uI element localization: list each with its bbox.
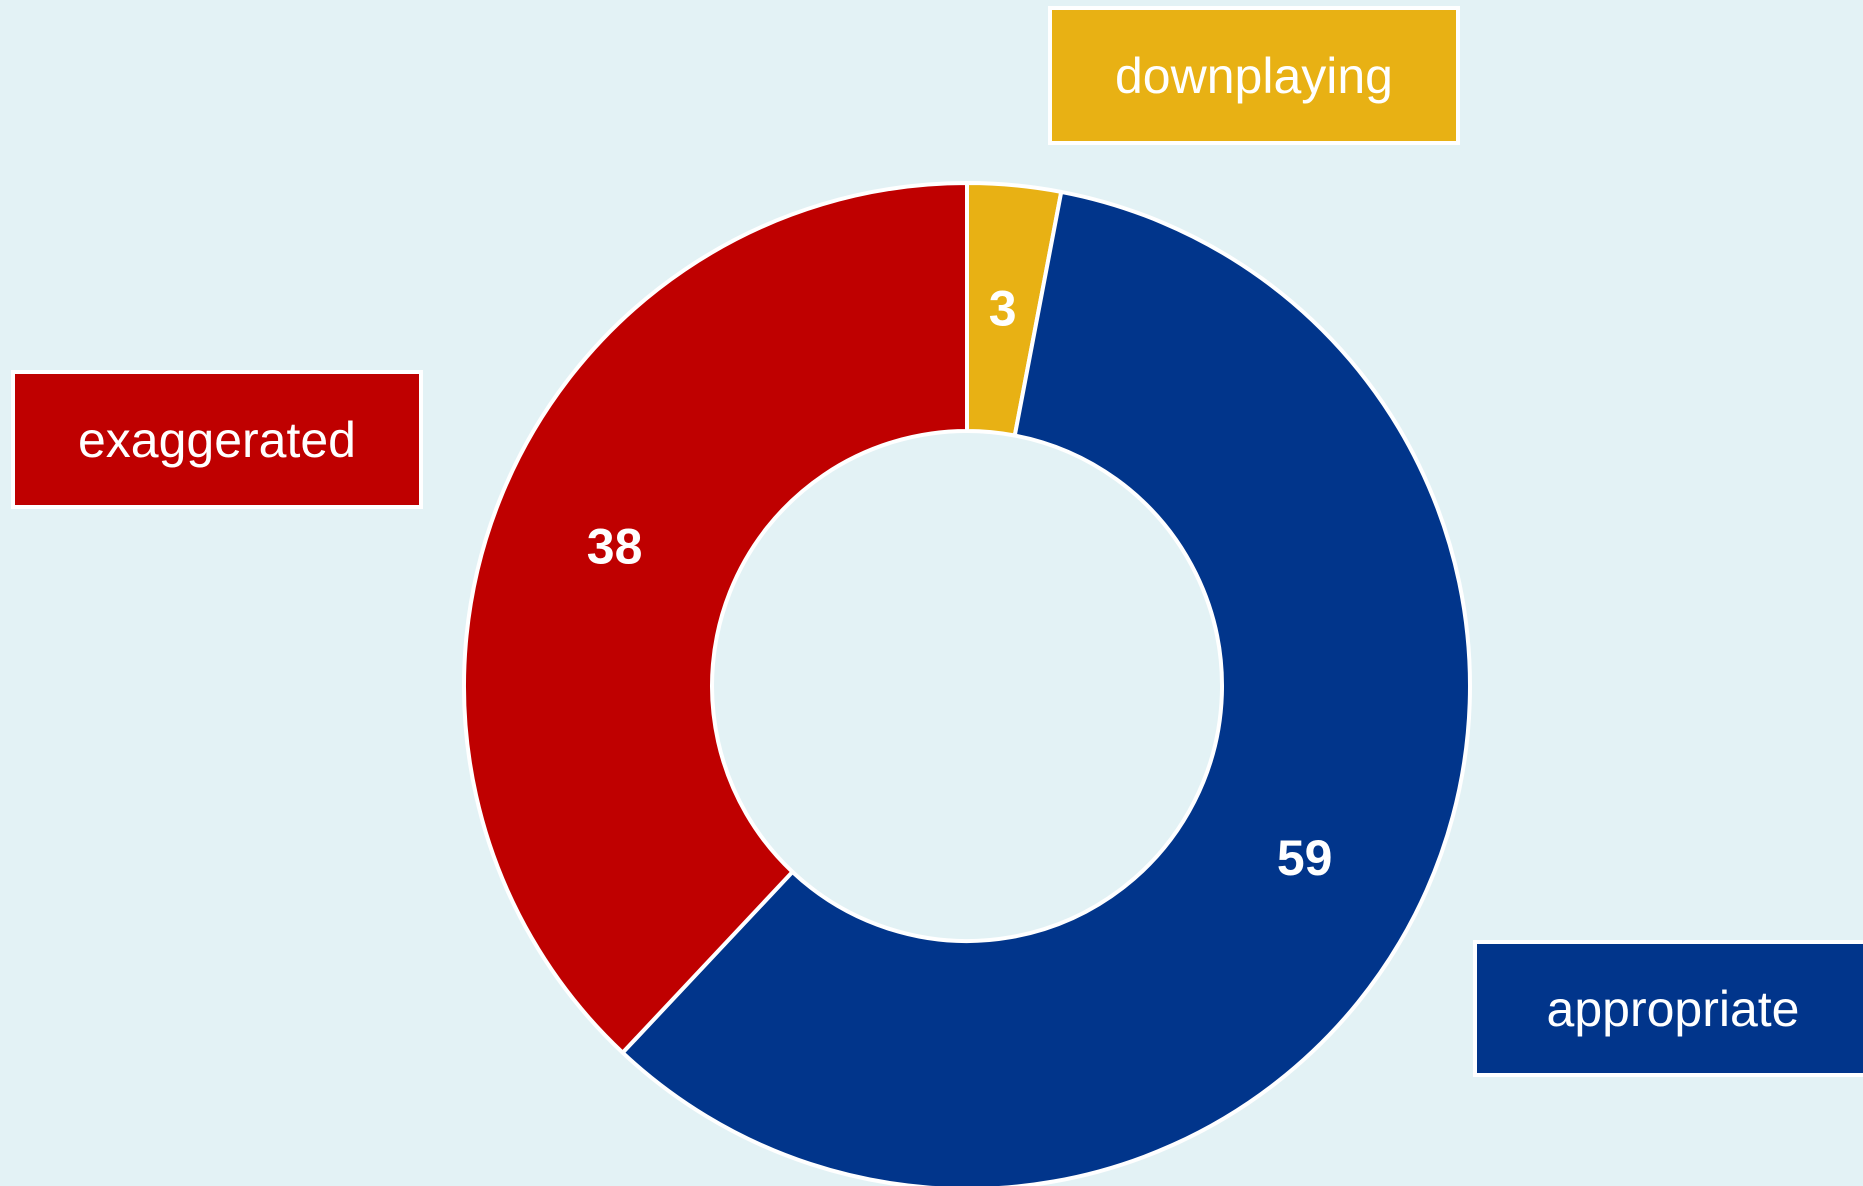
donut-segment-appropriate [620, 189, 1472, 1186]
legend-box-exaggerated: exaggerated [11, 370, 423, 509]
donut-segment-exaggerated [462, 181, 969, 1055]
legend-box-downplaying: downplaying [1048, 6, 1460, 145]
legend-box-appropriate: appropriate [1473, 940, 1863, 1077]
data-label-appropriate: 59 [1277, 830, 1333, 886]
data-label-exaggerated: 38 [587, 518, 643, 574]
data-label-downplaying: 3 [989, 281, 1017, 337]
